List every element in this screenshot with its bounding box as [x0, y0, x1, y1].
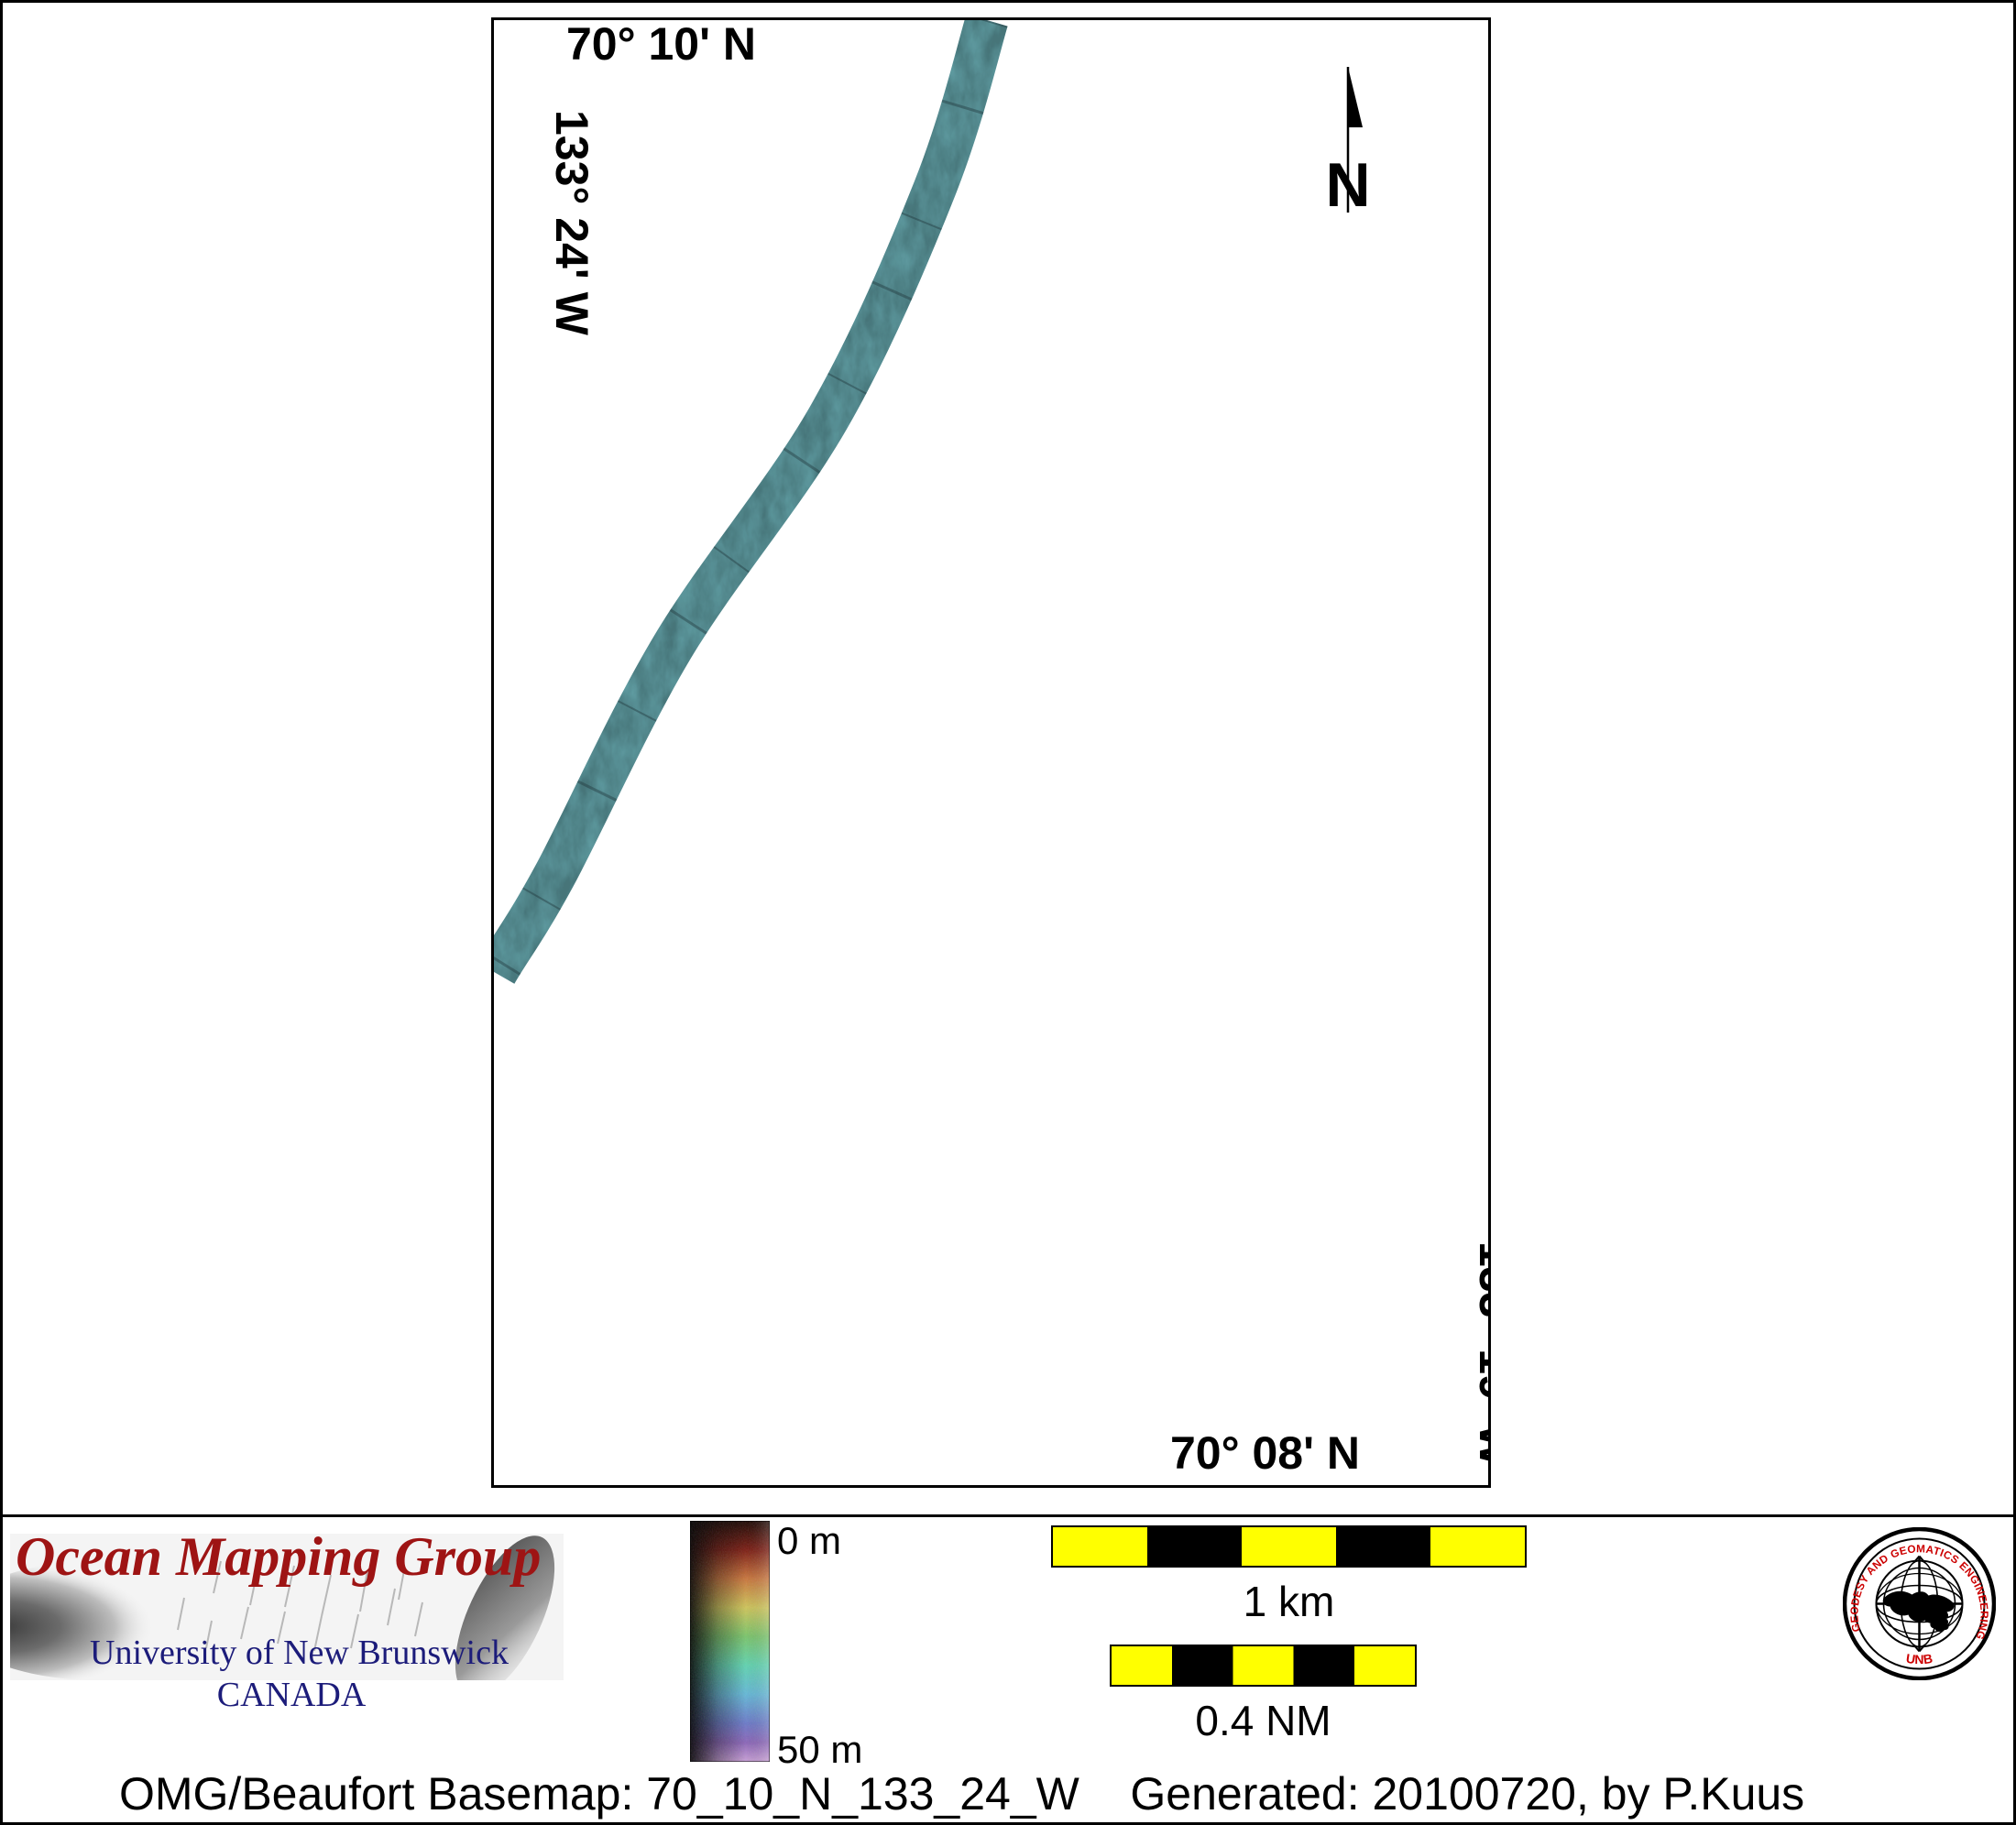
svg-text:UNB: UNB [1905, 1651, 1934, 1667]
svg-text:N: N [1325, 150, 1370, 220]
svg-text:133° 19' W: 133° 19' W [1470, 1241, 1491, 1468]
svg-text:133° 24' W: 133° 24' W [546, 110, 597, 336]
